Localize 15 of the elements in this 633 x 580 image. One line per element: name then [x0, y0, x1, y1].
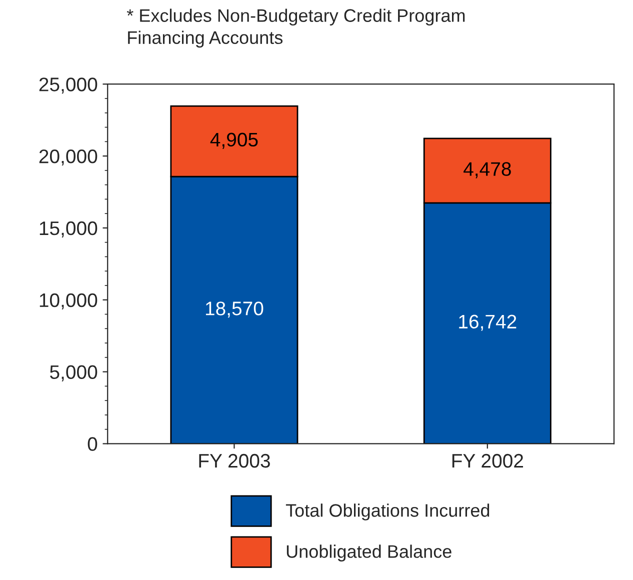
y-tick-label: 5,000	[50, 365, 98, 382]
data-label: 4,905	[210, 132, 258, 149]
text: * Excludes Non-Budgetary Credit Program Financing Accounts	[126, 8, 465, 48]
data-label: 16,742	[459, 314, 516, 331]
legend-label: Total Obligations Incurred	[286, 504, 490, 520]
y-tick-label: 0	[88, 437, 98, 451]
y-tick-label: 10,000	[40, 293, 98, 310]
data-label: 4,478	[464, 162, 511, 178]
x-tick-label: FY 2002	[452, 454, 524, 468]
y-tick-label: 25,000	[39, 78, 98, 94]
data-label: 18,570	[206, 302, 264, 318]
y-tick-label: 15,000	[40, 221, 98, 238]
y-tick-label: 20,000	[39, 149, 98, 166]
legend-label: Unobligated Balance	[286, 544, 452, 562]
x-tick-label: FY 2003	[199, 454, 270, 468]
